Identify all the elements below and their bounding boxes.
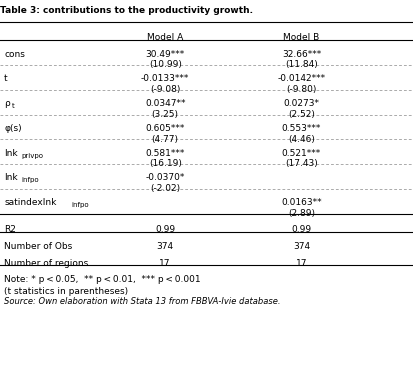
Text: 374: 374 [293, 242, 310, 251]
Text: t: t [12, 103, 14, 109]
Text: 30.49***: 30.49*** [145, 50, 185, 58]
Text: Model B: Model B [283, 33, 320, 42]
Text: (4.46): (4.46) [288, 135, 315, 144]
Text: -0.0133***: -0.0133*** [141, 74, 190, 83]
Text: -0.0142***: -0.0142*** [278, 74, 325, 83]
Text: (10.99): (10.99) [149, 60, 182, 69]
Text: 32.66***: 32.66*** [282, 50, 321, 58]
Text: 0.581***: 0.581*** [145, 149, 185, 158]
Text: Model A: Model A [147, 33, 183, 42]
Text: Number of Obs: Number of Obs [4, 242, 72, 251]
Text: φ(s): φ(s) [4, 124, 22, 133]
Text: (t statistics in parentheses): (t statistics in parentheses) [4, 287, 128, 296]
Text: Number of regions: Number of regions [4, 259, 88, 268]
Text: ρ: ρ [4, 99, 10, 108]
Text: 0.99: 0.99 [155, 225, 175, 234]
Text: 0.605***: 0.605*** [145, 124, 185, 133]
Text: (16.19): (16.19) [149, 159, 182, 168]
Text: R2: R2 [4, 225, 16, 234]
Text: 17: 17 [159, 259, 171, 268]
Text: Source: Own elaboration with Stata 13 from FBBVA-Ivie database.: Source: Own elaboration with Stata 13 fr… [4, 297, 280, 306]
Text: infpo: infpo [72, 202, 89, 208]
Text: (-9.80): (-9.80) [286, 85, 317, 94]
Text: 0.553***: 0.553*** [282, 124, 321, 133]
Text: 0.0273*: 0.0273* [283, 99, 320, 108]
Text: 17: 17 [296, 259, 307, 268]
Text: 0.521***: 0.521*** [282, 149, 321, 158]
Text: 0.0163**: 0.0163** [281, 198, 322, 207]
Text: Note: * p < 0.05,  ** p < 0.01,  *** p < 0.001: Note: * p < 0.05, ** p < 0.01, *** p < 0… [4, 275, 201, 284]
Text: infpo: infpo [22, 178, 39, 183]
Text: (4.77): (4.77) [152, 135, 179, 144]
Text: lnk: lnk [4, 173, 18, 182]
Text: 374: 374 [157, 242, 174, 251]
Text: (-2.02): (-2.02) [150, 184, 180, 193]
Text: t: t [4, 74, 8, 83]
Text: (11.84): (11.84) [285, 60, 318, 69]
Text: (17.43): (17.43) [285, 159, 318, 168]
Text: Table 3: contributions to the productivity growth.: Table 3: contributions to the productivi… [0, 6, 253, 15]
Text: (3.25): (3.25) [152, 110, 179, 119]
Text: -0.0370*: -0.0370* [145, 173, 185, 182]
Text: cons: cons [4, 50, 25, 58]
Text: (-9.08): (-9.08) [150, 85, 180, 94]
Text: 0.99: 0.99 [292, 225, 311, 234]
Text: 0.0347**: 0.0347** [145, 99, 185, 108]
Text: privpo: privpo [22, 153, 44, 159]
Text: lnk: lnk [4, 149, 18, 158]
Text: (2.52): (2.52) [288, 110, 315, 119]
Text: satindexlnk: satindexlnk [4, 198, 57, 207]
Text: (2.89): (2.89) [288, 209, 315, 218]
